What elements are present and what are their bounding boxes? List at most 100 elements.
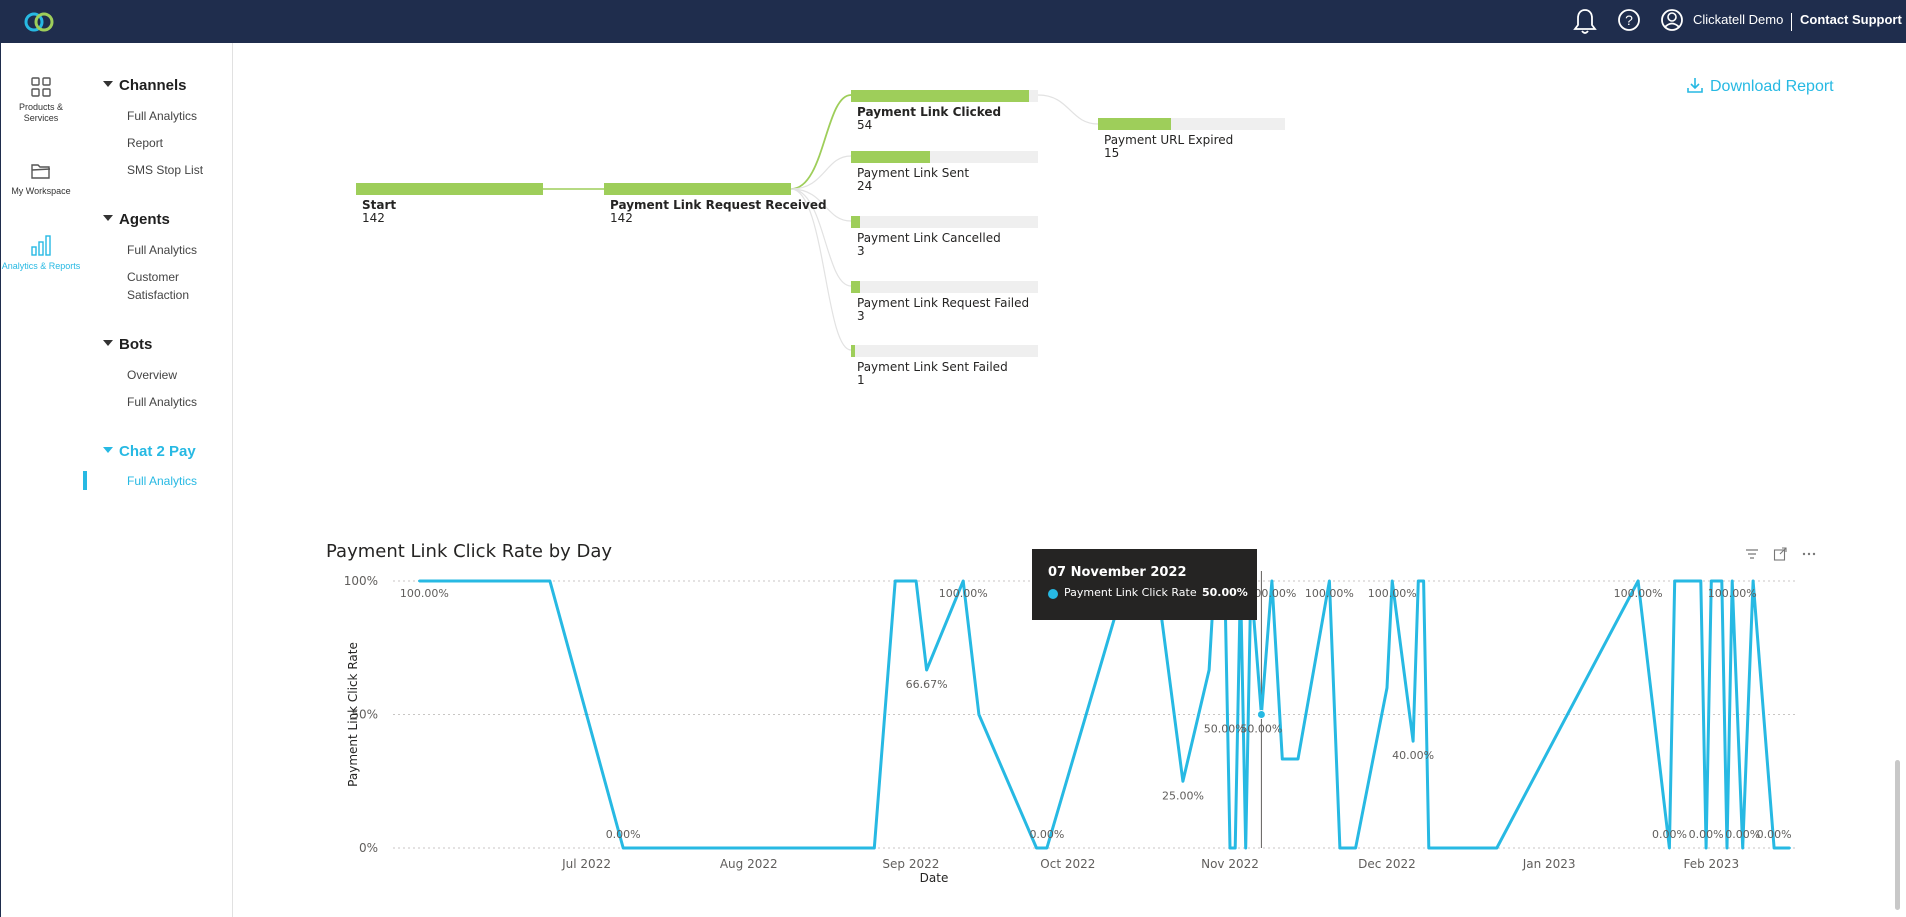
nav-group-channels[interactable]: Channels	[103, 77, 187, 94]
line-chart[interactable]: 100% 50% 0% Jul 2022 Aug 2022 Sep 2022 Oct 202…	[320, 560, 1820, 890]
user-icon[interactable]	[1660, 8, 1684, 34]
data-point	[1422, 579, 1425, 583]
download-report-button[interactable]: Download Report	[1686, 76, 1834, 96]
x-axis-title: Date	[920, 871, 949, 885]
x-tick-label: Feb 2023	[1683, 857, 1739, 871]
folder-icon	[31, 164, 51, 179]
data-point	[1385, 686, 1389, 689]
data-point	[1390, 579, 1394, 583]
data-point	[1720, 579, 1723, 583]
nav-item-sms-stop-list[interactable]: SMS Stop List	[127, 163, 204, 177]
funnel-node-payment-link-request-received[interactable]: Payment Link Request Received 142	[604, 183, 827, 225]
funnel-node-payment-link-sent-failed[interactable]: Payment Link Sent Failed 1	[851, 345, 1038, 387]
funnel-node-value: 3	[857, 244, 865, 258]
data-point	[1731, 579, 1734, 583]
funnel-node-payment-link-sent[interactable]: Payment Link Sent 24	[851, 151, 1038, 193]
caret-down-icon	[103, 215, 113, 222]
tooltip-series: Payment Link Click Rate	[1064, 586, 1197, 599]
nav-item-bots-full-analytics[interactable]: Full Analytics	[127, 395, 198, 409]
funnel-node-payment-url-expired[interactable]: Payment URL Expired 15	[1098, 118, 1285, 160]
funnel-node-value: 142	[610, 211, 633, 225]
data-point	[1328, 579, 1331, 583]
data-point	[1234, 846, 1237, 850]
focus-mode-icon[interactable]	[1773, 546, 1787, 565]
vertical-scrollbar[interactable]	[1895, 760, 1900, 910]
data-label: 66.67%	[906, 678, 948, 691]
data-point	[1636, 579, 1640, 583]
funnel-bar-fill	[851, 281, 860, 293]
data-point	[1751, 579, 1755, 583]
data-point	[1296, 757, 1300, 761]
data-label: 0.00%	[1689, 828, 1724, 841]
data-label: 100.00%	[939, 587, 988, 600]
y-tick-label: 50%	[351, 708, 378, 722]
top-bar	[0, 0, 1906, 43]
data-point	[873, 846, 876, 850]
funnel-bar-fill	[1098, 118, 1171, 130]
data-point	[621, 846, 625, 850]
bell-icon[interactable]	[1573, 8, 1597, 34]
funnel-node-payment-link-clicked[interactable]: Payment Link Clicked 54	[851, 90, 1038, 132]
funnel-bar-fill	[851, 216, 860, 228]
rail-item-my-workspace[interactable]: My Workspace	[1, 160, 81, 197]
funnel-node-value: 15	[1104, 146, 1120, 160]
funnel-bar-track	[851, 216, 1038, 228]
funnel-bar-fill	[851, 151, 930, 163]
nav-group-chat-2-pay[interactable]: Chat 2 Pay	[103, 443, 196, 460]
y-tick-label: 100%	[344, 574, 378, 588]
data-point	[1181, 780, 1185, 783]
data-label: 100.00%	[400, 587, 449, 600]
data-point	[1411, 740, 1415, 743]
filter-icon[interactable]	[1745, 546, 1759, 565]
user-name[interactable]: Clickatell Demo	[1693, 12, 1784, 27]
funnel-bar-fill	[356, 183, 543, 195]
data-label: 100.00%	[1305, 587, 1354, 600]
funnel-node-label: Payment Link Cancelled	[857, 231, 1001, 245]
nav-item-agents-full-analytics[interactable]: Full Analytics	[127, 243, 198, 257]
funnel-bar-track	[851, 345, 1038, 357]
data-label: 0.00%	[1029, 828, 1064, 841]
data-point	[1668, 846, 1671, 850]
funnel-bar-fill	[604, 183, 791, 195]
x-tick-label: Aug 2022	[720, 857, 778, 871]
nav-group-agents[interactable]: Agents	[103, 211, 170, 228]
legend-dot-icon	[1048, 589, 1058, 599]
nav-item-customer-satisfaction[interactable]: Customer Satisfaction	[127, 270, 190, 302]
nav-item-channels-full-analytics[interactable]: Full Analytics	[127, 109, 198, 123]
nav-item-chat2pay-full-analytics[interactable]: Full Analytics	[127, 474, 198, 488]
logo-icon[interactable]	[22, 10, 58, 34]
nav-group-label: Chat 2 Pay	[119, 443, 196, 460]
funnel-node-value: 24	[857, 179, 873, 193]
data-point	[1417, 579, 1420, 583]
data-point	[1741, 846, 1744, 850]
funnel-node-value: 54	[857, 118, 873, 132]
funnel-node-payment-link-request-failed[interactable]: Payment Link Request Failed 3	[851, 281, 1038, 323]
help-icon[interactable]: ?	[1617, 8, 1641, 34]
rail-label: My Workspace	[11, 186, 71, 196]
more-options-icon[interactable]	[1802, 546, 1816, 565]
data-label: 100.00%	[1708, 587, 1757, 600]
funnel-node-label: Payment Link Sent	[857, 166, 970, 180]
nav-item-channels-report[interactable]: Report	[127, 136, 164, 150]
funnel-node-start[interactable]: Start 142	[356, 183, 543, 225]
data-point	[977, 713, 981, 716]
nav-group-label: Agents	[119, 211, 170, 228]
data-point	[1338, 846, 1342, 850]
data-point	[1045, 846, 1049, 850]
nav-item-bots-overview[interactable]: Overview	[127, 368, 178, 382]
caret-down-icon	[103, 81, 113, 88]
data-point	[1270, 579, 1274, 583]
data-point	[1495, 846, 1499, 850]
funnel-connectors	[543, 94, 1099, 351]
data-label: 100.00%	[1614, 587, 1663, 600]
rail-item-products-services[interactable]: Products & Services	[1, 76, 81, 124]
contact-support-link[interactable]: Contact Support	[1800, 12, 1902, 27]
nav-group-bots[interactable]: Bots	[103, 336, 152, 353]
data-point	[1725, 846, 1729, 850]
funnel-node-payment-link-cancelled[interactable]: Payment Link Cancelled 3	[851, 216, 1038, 258]
nav-group-label: Bots	[119, 336, 153, 353]
data-point	[1207, 668, 1211, 672]
grid-icon	[31, 77, 51, 97]
rail-item-analytics-reports[interactable]: Analytics & Reports	[1, 233, 81, 272]
funnel-node-value: 1	[857, 373, 865, 387]
